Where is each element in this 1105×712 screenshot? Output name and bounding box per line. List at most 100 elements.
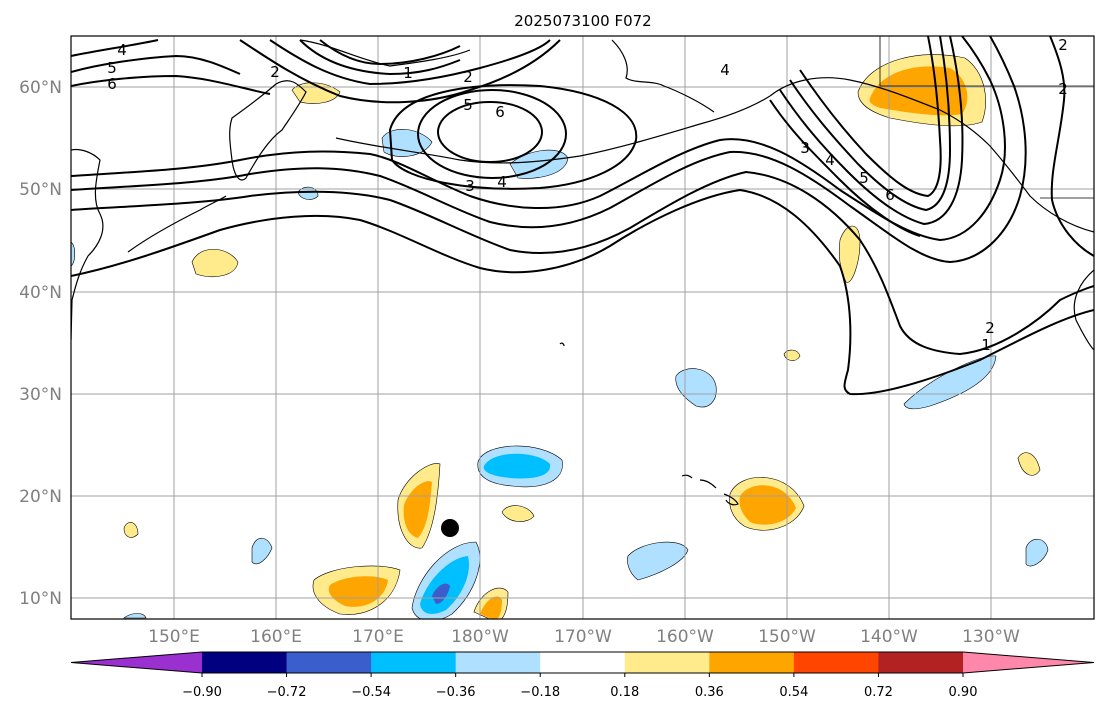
shade-neg-small1 (297, 186, 319, 200)
colorbar-segment (455, 652, 541, 673)
colorbar-segment (709, 652, 795, 673)
contour-6-nw (71, 74, 271, 95)
contour-label: 4 (117, 41, 127, 59)
shade-neg-sw2 (123, 613, 147, 619)
lat-tick-label: 20°N (19, 487, 62, 507)
contour-n-arc1 (269, 39, 551, 86)
contour-3-e (769, 99, 921, 237)
graticule (71, 36, 1094, 619)
plot-area: 4 5 6 2 1 2 5 6 3 4 4 3 4 5 6 2 2 2 1 (71, 36, 1094, 619)
shade-pos2-trop2 (328, 576, 388, 607)
contour-label: 2 (1058, 80, 1068, 98)
shade-pos-east (1017, 452, 1041, 476)
contour-label: 1 (981, 336, 991, 354)
colorbar-segment (202, 652, 288, 673)
shade-neg2-trop1 (483, 453, 551, 479)
contour-0-band (71, 188, 1094, 396)
contour-label: 3 (800, 139, 810, 157)
colorbar-tick-label: −0.72 (267, 685, 307, 700)
lat-tick-label: 10°N (19, 589, 62, 609)
contour-label: 2 (270, 63, 280, 81)
contour-4-center (388, 84, 638, 190)
contour-label: 3 (465, 177, 475, 195)
contour-label: 5 (463, 96, 473, 114)
coast-ak-s (769, 77, 1094, 233)
lon-tick-label: 140°W (860, 627, 918, 647)
shade-neg-sw (251, 537, 273, 565)
lon-tick-label: 170°W (554, 627, 612, 647)
lon-tick-label: 160°E (250, 627, 302, 647)
colorbar-segment (371, 652, 457, 673)
lat-tick-label: 50°N (19, 180, 62, 200)
lon-tick-label: 180°W (451, 627, 509, 647)
contour-lines (71, 36, 1094, 396)
lat-tick-label: 60°N (19, 78, 62, 98)
colorbar-tick-label: −0.90 (182, 685, 222, 700)
contour-4-nw (71, 39, 159, 57)
lon-tick-label: 160°W (656, 627, 714, 647)
shade-pos-ridge (838, 225, 861, 283)
contour-3-band (71, 36, 1006, 242)
colorbar-tick-label: 0.90 (949, 685, 978, 700)
colorbar-extend-max (963, 652, 1094, 673)
contour-5-nw (71, 54, 241, 75)
coast-hawaii (681, 474, 739, 506)
lon-tick-label: 130°W (962, 627, 1020, 647)
colorbar-segment (286, 652, 372, 673)
contour-1-band (71, 170, 1094, 356)
colorbar-tick-label: −0.54 (351, 685, 391, 700)
contour-label: 4 (825, 151, 835, 169)
shade-pos-west (123, 522, 139, 538)
colorbar-extend-min (71, 652, 202, 673)
contour-5-center (417, 89, 567, 179)
shade-pos2-trop1 (403, 481, 432, 538)
contour-4-e (779, 36, 964, 226)
shade-pos-kamchatka (291, 82, 341, 104)
shade-neg-hawaii-w (675, 368, 717, 408)
contour-nw-arc (239, 39, 561, 104)
contour-label: 1 (403, 64, 413, 82)
contour-label: 5 (859, 169, 869, 187)
contour-label: 2 (985, 319, 995, 337)
colorbar-tick-label: 0.54 (779, 685, 808, 700)
shade-pos-kuril (191, 249, 239, 277)
colorbar-tick-label: 0.36 (695, 685, 724, 700)
shade-neg-east2 (1025, 538, 1049, 567)
lat-axis: 60°N 50°N 40°N 30°N 20°N 10°N (19, 78, 62, 609)
contour-label: 6 (107, 75, 117, 93)
colorbar-tick-label: −0.36 (436, 685, 476, 700)
coast-kamchatka (229, 80, 307, 181)
contour-6-e (799, 36, 942, 198)
shade-pos2-trop3 (480, 596, 502, 619)
colorbar-segment (793, 652, 879, 673)
shade-neg3-trop2 (432, 583, 450, 604)
lon-tick-label: 150°W (758, 627, 816, 647)
storm-marker-icon (441, 519, 459, 537)
lon-tick-label: 170°E (352, 627, 404, 647)
lat-tick-label: 40°N (19, 283, 62, 303)
colorbar-segment (624, 652, 710, 673)
colorbar-segment (878, 652, 964, 673)
contour-5-e (789, 36, 952, 212)
contour-label: 2 (1058, 36, 1068, 54)
contour-2-band (71, 36, 1027, 264)
shade-neg-trop3 (627, 541, 689, 581)
colorbar-tick-label: 0.72 (864, 685, 893, 700)
anomaly-shading (71, 54, 1049, 619)
contour-label-group: 4 5 6 2 1 2 5 6 3 4 4 3 4 5 6 2 2 2 1 (107, 36, 1068, 354)
contour-label: 5 (107, 59, 117, 77)
lat-tick-label: 30°N (19, 385, 62, 405)
shade-pos2-alaska (869, 66, 968, 116)
contour-2-ne (1049, 36, 1094, 257)
map-title: 2025073100 F072 (514, 12, 651, 30)
colorbar: −0.90 −0.72 −0.54 −0.36 −0.18 0.18 0.36 0.54 0.7… (70, 651, 1095, 700)
coast-asia (71, 148, 104, 341)
shade-pos-small2 (501, 505, 535, 522)
lon-tick-label: 150°E (148, 627, 200, 647)
contour-label: 6 (885, 186, 895, 204)
coast-ak-w (611, 39, 715, 113)
contour-label: 4 (497, 173, 507, 191)
coast-midway (559, 342, 565, 347)
colorbar-tick-label: −0.18 (520, 685, 560, 700)
contour-label: 4 (720, 61, 730, 79)
